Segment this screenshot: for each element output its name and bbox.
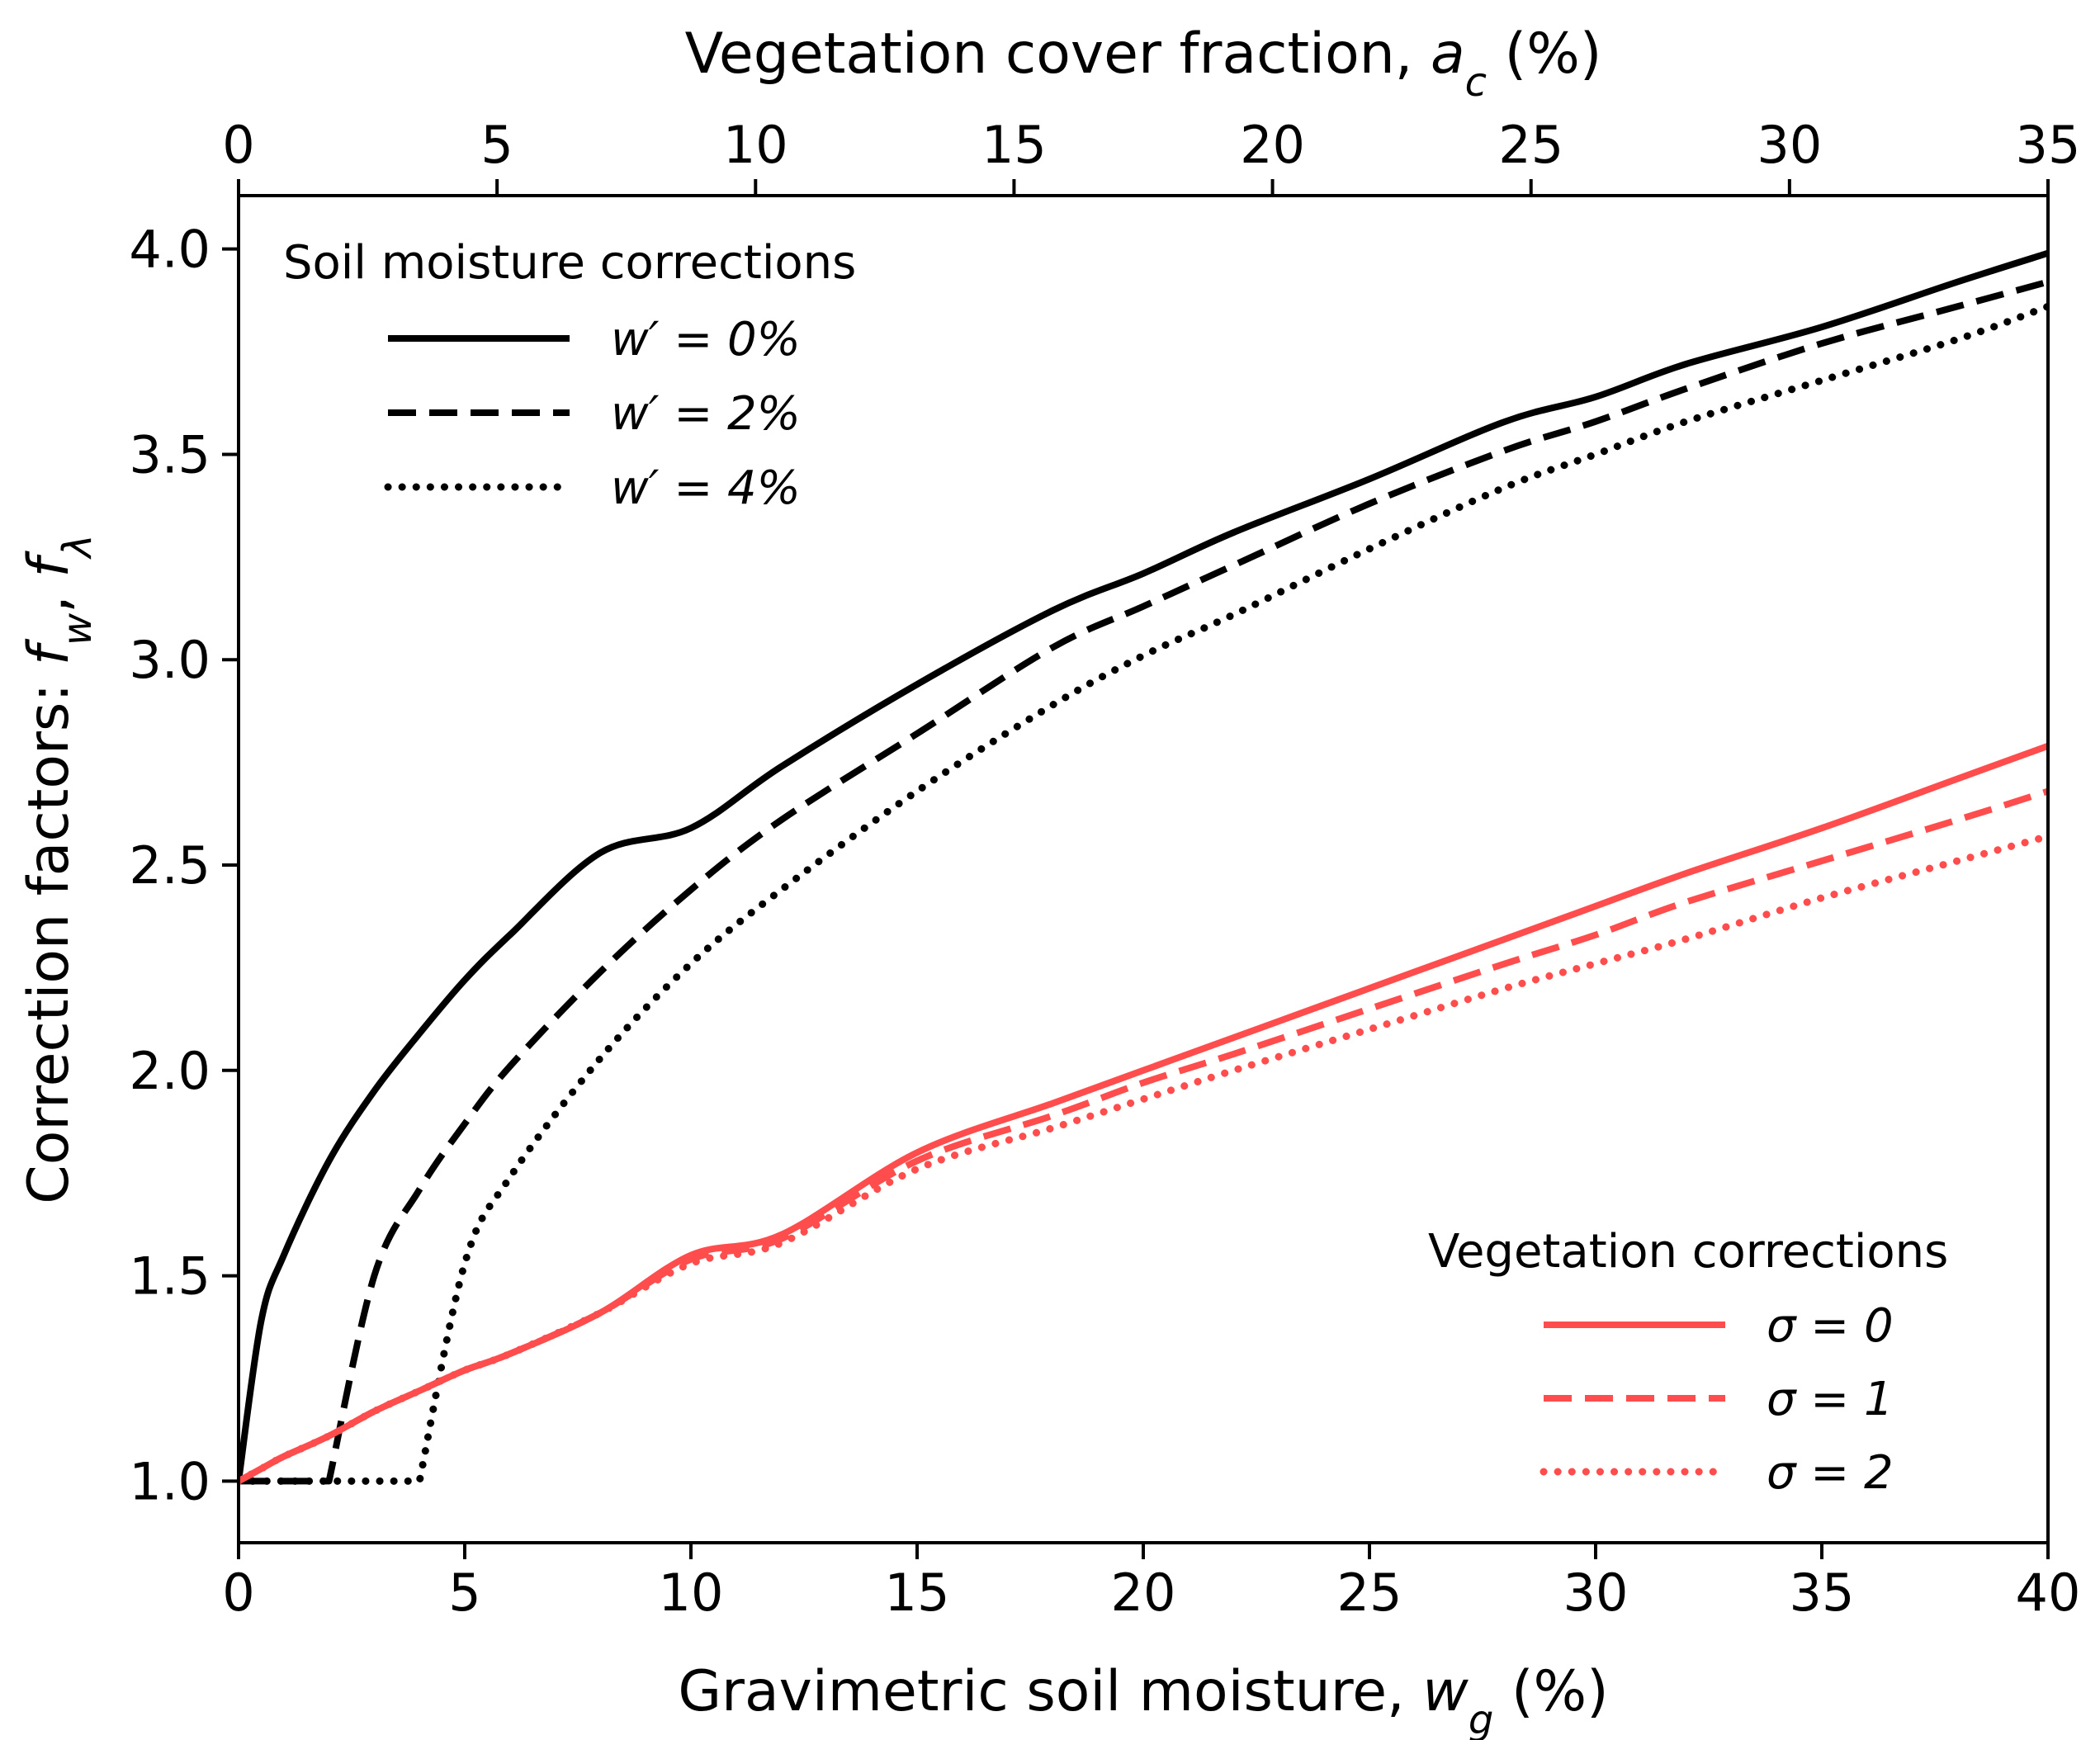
x2-tick-label: 35 xyxy=(2016,115,2081,175)
x-tick-label: 35 xyxy=(1790,1563,1855,1623)
legend-title: Vegetation corrections xyxy=(1428,1225,1948,1279)
y-tick-label: 4.0 xyxy=(129,220,210,280)
series-line-soil-0 xyxy=(239,249,2048,1482)
x-tick-label: 20 xyxy=(1111,1563,1176,1623)
x2-tick-label: 15 xyxy=(981,115,1047,175)
axis-labels: Gravimetric soil moisture, wg (%) Vegetat… xyxy=(17,21,1609,1740)
series-line-soil-1 xyxy=(239,278,2048,1485)
legend-entry-label: σ = 2 xyxy=(1767,1446,1894,1500)
x2-tick-label: 0 xyxy=(222,115,254,175)
y-tick-label: 1.5 xyxy=(129,1246,210,1307)
x2-axis-label: Vegetation cover fraction, ac (%) xyxy=(685,21,1602,106)
legends: Soil moisture corrections w′ = 0% w′ = 2% w… xyxy=(283,236,1948,1500)
x2-tick-label: 30 xyxy=(1757,115,1822,175)
series-line-vegetation-4 xyxy=(239,787,2048,1484)
x2-tick-label: 5 xyxy=(480,115,513,175)
x2-tick-label: 20 xyxy=(1240,115,1305,175)
legend-entry-label: σ = 0 xyxy=(1767,1299,1894,1353)
x-tick-label: 30 xyxy=(1563,1563,1629,1623)
plot-lines xyxy=(239,249,2048,1485)
axis-ticks: 0 5 10 15 20 25 30 35 40 0 5 10 15 20 25 30 35 1.0 1.5 2.0 2… xyxy=(129,115,2080,1623)
x-axis-label: Gravimetric soil moisture, wg (%) xyxy=(678,1659,1608,1740)
x-tick-label: 5 xyxy=(448,1563,480,1623)
x-tick-label: 40 xyxy=(2016,1563,2081,1623)
series-line-soil-2 xyxy=(239,302,2048,1485)
y-tick-label: 2.5 xyxy=(129,835,210,896)
x-tick-label: 15 xyxy=(885,1563,950,1623)
x-tick-label: 10 xyxy=(659,1563,724,1623)
y-tick-label: 3.5 xyxy=(129,424,210,485)
legend-soil: Soil moisture corrections w′ = 0% w′ = 2% w… xyxy=(283,236,856,515)
y-tick-label: 3.0 xyxy=(129,630,210,690)
y-tick-label: 2.0 xyxy=(129,1041,210,1101)
x2-tick-label: 25 xyxy=(1498,115,1563,175)
legend-entry-label: w′ = 0% xyxy=(611,313,801,366)
legend-vegetation: Vegetation corrections σ = 0 σ = 1 σ = 2 xyxy=(1428,1225,1948,1500)
legend-entry-label: w′ = 2% xyxy=(611,387,801,441)
legend-entry-label: σ = 1 xyxy=(1767,1373,1894,1426)
series-line-vegetation-5 xyxy=(239,832,2048,1485)
x2-tick-label: 10 xyxy=(723,115,788,175)
x-tick-label: 25 xyxy=(1337,1563,1402,1623)
y-tick-label: 1.0 xyxy=(129,1451,210,1511)
legend-entry-label: w′ = 4% xyxy=(611,461,801,515)
x-tick-label: 0 xyxy=(222,1563,254,1623)
legend-title: Soil moisture corrections xyxy=(283,236,856,290)
